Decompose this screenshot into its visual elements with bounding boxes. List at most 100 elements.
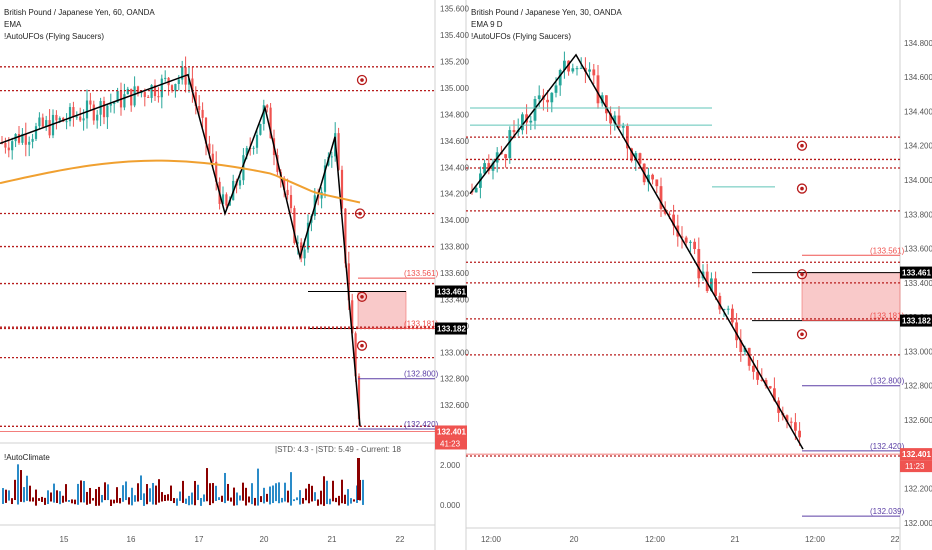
time-axis-tick: 12:00 bbox=[645, 535, 666, 544]
ufo-marker-dot bbox=[358, 211, 362, 216]
climate-bar-neg bbox=[152, 500, 154, 505]
candle-body bbox=[743, 347, 747, 353]
climate-bar bbox=[86, 491, 88, 500]
candle-body bbox=[225, 194, 228, 206]
price-axis-tick: 133.000 bbox=[904, 347, 932, 356]
climate-bar-neg bbox=[338, 500, 340, 506]
candle-body bbox=[51, 114, 55, 136]
candle-body bbox=[638, 153, 642, 164]
candle-body bbox=[504, 154, 507, 159]
climate-bar-neg bbox=[317, 500, 319, 506]
candle-body bbox=[79, 116, 82, 121]
candle-body bbox=[697, 249, 701, 279]
climate-bar bbox=[206, 468, 208, 500]
price-axis-tick: 132.800 bbox=[904, 382, 932, 391]
candle-body bbox=[512, 130, 516, 133]
candle-body bbox=[621, 126, 625, 128]
candle-body bbox=[82, 118, 85, 121]
candle-body bbox=[550, 92, 554, 103]
candle-body bbox=[75, 116, 78, 118]
candle-body bbox=[693, 241, 696, 250]
candle-body bbox=[764, 379, 768, 387]
candle-body bbox=[38, 117, 41, 127]
candle-body bbox=[208, 143, 211, 154]
candle-body bbox=[123, 94, 126, 108]
candle-body bbox=[739, 340, 743, 353]
candle-body bbox=[296, 242, 299, 244]
climate-bar bbox=[221, 495, 223, 500]
climate-bar bbox=[275, 483, 277, 500]
climate-bar bbox=[143, 493, 145, 500]
candle-body bbox=[126, 88, 129, 95]
climate-bar-neg bbox=[203, 500, 205, 502]
climate-bar bbox=[329, 498, 331, 500]
level-tag: (132.800) bbox=[870, 377, 905, 386]
climate-bar bbox=[119, 498, 121, 500]
climate-bar bbox=[122, 485, 124, 500]
ufo-marker-icon bbox=[796, 269, 808, 280]
candle-body bbox=[710, 278, 713, 291]
candle-body bbox=[55, 114, 58, 121]
climate-bar bbox=[20, 470, 22, 500]
climate-bar-neg bbox=[170, 500, 172, 501]
candle-body bbox=[96, 114, 99, 121]
left-chart-title: British Pound / Japanese Yen, 60, OANDA bbox=[4, 8, 155, 17]
climate-bar bbox=[323, 476, 325, 500]
candle-body bbox=[34, 126, 38, 139]
climate-bar bbox=[155, 485, 157, 500]
climate-bar bbox=[191, 492, 193, 500]
climate-bar-neg bbox=[269, 500, 271, 505]
candle-body bbox=[617, 115, 621, 128]
climate-bar bbox=[47, 490, 49, 500]
time-axis-tick: 21 bbox=[731, 535, 740, 544]
candle-body bbox=[785, 415, 789, 422]
climate-bar bbox=[53, 483, 55, 500]
climate-bar-neg bbox=[149, 500, 151, 502]
climate-bar bbox=[260, 496, 262, 500]
price-axis-tick: 134.800 bbox=[904, 39, 932, 48]
climate-bar-neg bbox=[278, 500, 280, 504]
climate-bar-neg bbox=[68, 500, 70, 502]
candle-body bbox=[613, 115, 617, 124]
left-ema-label: EMA bbox=[4, 20, 22, 29]
climate-bar bbox=[245, 487, 247, 500]
level-tag: (133.181) bbox=[404, 319, 439, 328]
indicator-title: !AutoClimate bbox=[4, 453, 50, 462]
candle-body bbox=[521, 114, 524, 131]
candle-body bbox=[259, 123, 262, 135]
climate-bar bbox=[167, 494, 169, 500]
climate-bar-neg bbox=[32, 500, 34, 502]
climate-bar-neg bbox=[38, 500, 40, 501]
climate-bar-neg bbox=[215, 500, 217, 501]
right-ema-label: EMA 9 D bbox=[471, 20, 503, 29]
price-axis-tick: 134.400 bbox=[904, 107, 932, 116]
climate-bar bbox=[161, 492, 163, 500]
right-ufo-label: !AutoUFOs (Flying Saucers) bbox=[471, 32, 571, 41]
climate-bar bbox=[116, 487, 118, 500]
climate-bar-neg bbox=[35, 500, 37, 506]
price-tag-last bbox=[435, 425, 467, 438]
candle-body bbox=[303, 249, 306, 259]
climate-bar-neg bbox=[23, 500, 25, 503]
candle-body bbox=[351, 300, 354, 334]
price-tag-middle bbox=[435, 322, 467, 335]
price-axis-tick: 133.800 bbox=[440, 243, 469, 252]
climate-bar-neg bbox=[20, 500, 22, 502]
climate-bar-neg bbox=[209, 500, 211, 506]
climate-bar-neg bbox=[5, 500, 7, 503]
candle-body bbox=[24, 133, 27, 145]
candle-body bbox=[109, 103, 112, 106]
candle-body bbox=[65, 121, 68, 123]
candle-body bbox=[596, 75, 600, 104]
candle-body bbox=[143, 92, 146, 97]
price-tag-last bbox=[900, 448, 932, 461]
candle-body bbox=[609, 113, 612, 124]
candle-body bbox=[170, 85, 174, 91]
candle-body bbox=[68, 107, 72, 122]
climate-bar-neg bbox=[251, 500, 253, 505]
time-axis-tick: 15 bbox=[60, 535, 69, 544]
candle-body bbox=[330, 156, 333, 158]
climate-bar-neg bbox=[65, 500, 67, 502]
climate-bar bbox=[335, 497, 337, 500]
candle-body bbox=[533, 99, 537, 121]
